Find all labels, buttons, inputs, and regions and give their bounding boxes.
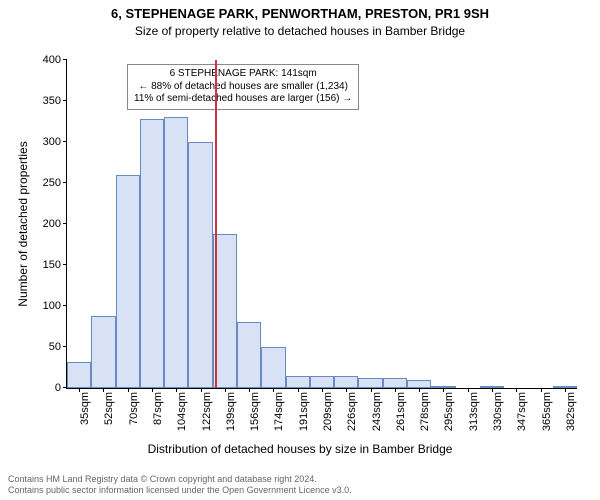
y-tick-label: 400 xyxy=(43,54,67,66)
histogram-bar xyxy=(116,175,140,388)
y-tick-label: 300 xyxy=(43,136,67,148)
property-marker-line xyxy=(215,60,217,388)
x-tick-label: 278sqm xyxy=(419,388,431,431)
x-tick-label: 226sqm xyxy=(346,388,358,431)
x-tick-label: 365sqm xyxy=(541,388,553,431)
plot-area: 6 STEPHENAGE PARK: 141sqm ← 88% of detac… xyxy=(66,60,577,389)
x-tick-label: 156sqm xyxy=(249,388,261,431)
x-tick-label: 243sqm xyxy=(371,388,383,431)
histogram-bar xyxy=(358,378,382,388)
y-tick-label: 250 xyxy=(43,177,67,189)
y-tick-label: 0 xyxy=(55,382,67,394)
footer-copyright: Contains HM Land Registry data © Crown c… xyxy=(8,474,352,485)
x-tick-label: 382sqm xyxy=(565,388,577,431)
x-tick-label: 87sqm xyxy=(152,388,164,425)
x-axis-label: Distribution of detached houses by size … xyxy=(0,442,600,456)
x-tick-label: 122sqm xyxy=(201,388,213,431)
chart-title: 6, STEPHENAGE PARK, PENWORTHAM, PRESTON,… xyxy=(0,6,600,21)
histogram-bar xyxy=(164,117,188,388)
x-tick-label: 139sqm xyxy=(225,388,237,431)
x-tick-label: 295sqm xyxy=(443,388,455,431)
histogram-bar xyxy=(140,119,164,388)
y-tick-label: 100 xyxy=(43,300,67,312)
chart-footer: Contains HM Land Registry data © Crown c… xyxy=(8,474,352,497)
y-axis-label: Number of detached properties xyxy=(16,60,30,388)
property-annotation: 6 STEPHENAGE PARK: 141sqm ← 88% of detac… xyxy=(127,64,359,110)
x-tick-label: 35sqm xyxy=(79,388,91,425)
x-tick-label: 174sqm xyxy=(273,388,285,431)
y-tick-label: 200 xyxy=(43,218,67,230)
histogram-bar xyxy=(188,142,212,388)
y-tick-label: 150 xyxy=(43,259,67,271)
x-tick-label: 330sqm xyxy=(492,388,504,431)
property-size-histogram: 6, STEPHENAGE PARK, PENWORTHAM, PRESTON,… xyxy=(0,0,600,500)
histogram-bar xyxy=(334,376,358,388)
annotation-larger: 11% of semi-detached houses are larger (… xyxy=(134,93,352,106)
histogram-bar xyxy=(286,376,310,388)
histogram-bar xyxy=(383,378,407,388)
histogram-bar xyxy=(310,376,334,388)
x-tick-label: 104sqm xyxy=(176,388,188,431)
histogram-bar xyxy=(261,347,285,388)
x-tick-label: 191sqm xyxy=(298,388,310,431)
annotation-smaller: ← 88% of detached houses are smaller (1,… xyxy=(134,81,352,94)
x-tick-label: 52sqm xyxy=(103,388,115,425)
y-tick-label: 350 xyxy=(43,95,67,107)
annotation-property: 6 STEPHENAGE PARK: 141sqm xyxy=(134,68,352,81)
histogram-bar xyxy=(67,362,91,388)
x-tick-label: 313sqm xyxy=(468,388,480,431)
x-tick-label: 209sqm xyxy=(322,388,334,431)
x-tick-label: 347sqm xyxy=(516,388,528,431)
histogram-bar xyxy=(91,316,115,388)
chart-subtitle: Size of property relative to detached ho… xyxy=(0,24,600,38)
x-tick-label: 70sqm xyxy=(128,388,140,425)
footer-licence: Contains public sector information licen… xyxy=(8,485,352,496)
histogram-bar xyxy=(237,322,261,388)
histogram-bar xyxy=(407,380,431,388)
y-tick-label: 50 xyxy=(49,341,67,353)
x-tick-label: 261sqm xyxy=(395,388,407,431)
